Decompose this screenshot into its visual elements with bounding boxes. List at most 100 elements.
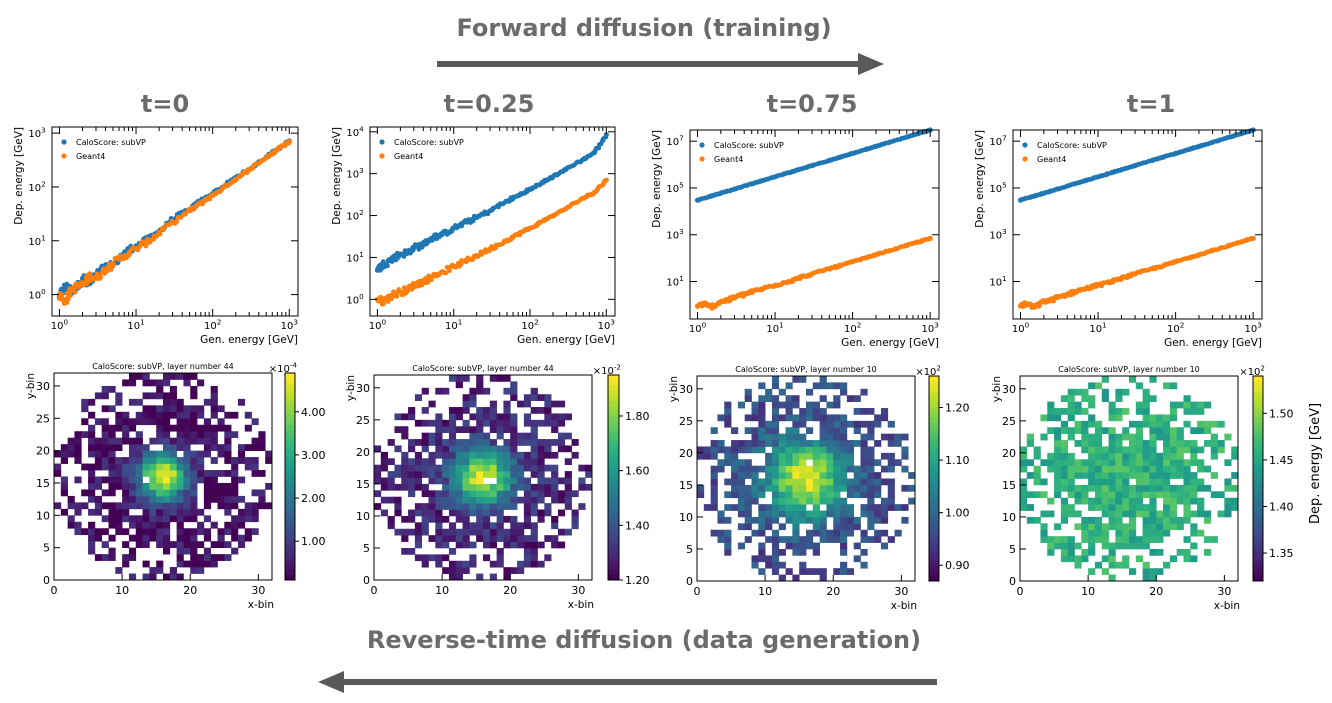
heatmap-cell bbox=[1088, 516, 1096, 524]
heatmap-cell bbox=[785, 491, 793, 499]
heatmap-cell bbox=[710, 472, 718, 479]
heatmap-cell bbox=[1047, 401, 1055, 409]
heatmap-cell bbox=[826, 401, 834, 409]
heatmap-cell bbox=[860, 491, 868, 499]
heatmap-cell bbox=[88, 495, 96, 503]
heatmap-cell bbox=[812, 452, 820, 460]
x-tick-label: 30 bbox=[1217, 585, 1231, 598]
colorbar-step bbox=[1253, 504, 1263, 510]
heatmap-cell bbox=[1142, 504, 1150, 511]
colorbar-tick-label: 0.90 bbox=[945, 559, 970, 572]
colorbar-step bbox=[1253, 478, 1263, 485]
heatmap-cell bbox=[744, 395, 752, 402]
heatmap-cell bbox=[840, 459, 848, 467]
heatmap-cell bbox=[1190, 497, 1198, 505]
heatmap-cell bbox=[765, 420, 773, 428]
heatmap-cell bbox=[142, 502, 150, 510]
heatmap-cell bbox=[1129, 536, 1137, 543]
heatmap-cell bbox=[710, 529, 718, 537]
heatmap-cell bbox=[108, 463, 116, 471]
heatmap-cell bbox=[1129, 491, 1137, 499]
heatmap-cell bbox=[122, 431, 130, 439]
heatmap-cell bbox=[792, 465, 800, 473]
heatmap-cell bbox=[1074, 427, 1082, 435]
heatmap-cell bbox=[88, 528, 96, 536]
heatmap-cell bbox=[237, 508, 246, 516]
heatmap-cell bbox=[758, 408, 766, 415]
heatmap-cell bbox=[853, 523, 861, 531]
colorbar-step bbox=[1253, 509, 1263, 515]
heatmap-cell bbox=[806, 497, 814, 505]
colorbar-step bbox=[1253, 468, 1263, 474]
heatmap-cell bbox=[530, 541, 538, 549]
heatmap-cell bbox=[771, 395, 780, 402]
heatmap-cell bbox=[476, 471, 484, 478]
heatmap-cell bbox=[1074, 465, 1082, 473]
data-point bbox=[1147, 158, 1153, 164]
data-point bbox=[807, 163, 813, 169]
heatmap-cell bbox=[751, 401, 759, 409]
heatmap-cell bbox=[1122, 542, 1130, 550]
heatmap-cell bbox=[510, 458, 518, 466]
heatmap-cell bbox=[1088, 548, 1096, 556]
heatmap-cell bbox=[523, 477, 532, 485]
heatmap-cell bbox=[190, 534, 198, 542]
heatmap-cell bbox=[435, 535, 443, 542]
heatmap-cell bbox=[231, 547, 239, 555]
heatmap-cell bbox=[448, 375, 457, 382]
plot-frame bbox=[689, 129, 940, 320]
heatmap-cell bbox=[771, 504, 780, 511]
plot-area bbox=[1013, 130, 1262, 319]
heatmap-cell bbox=[489, 490, 497, 498]
heatmap-cell bbox=[94, 476, 103, 484]
heatmap-cell bbox=[442, 419, 450, 427]
heatmap-cell bbox=[887, 504, 895, 511]
heatmap-cell bbox=[101, 418, 109, 426]
heatmap-cell bbox=[503, 400, 511, 408]
heatmap-cell bbox=[462, 451, 470, 459]
heatmap-cell bbox=[1129, 504, 1137, 511]
heatmap-cell bbox=[833, 497, 841, 505]
heatmap-cell bbox=[163, 508, 171, 516]
heatmap-cell bbox=[156, 534, 164, 542]
heatmap-cell bbox=[758, 401, 766, 409]
heatmap-cell bbox=[867, 452, 875, 460]
heatmap-cell bbox=[1020, 491, 1028, 499]
heatmap-cell bbox=[724, 446, 732, 454]
heatmap-cell bbox=[771, 516, 780, 524]
heatmap-cell bbox=[203, 515, 212, 523]
heatmap-cell bbox=[1149, 568, 1157, 575]
heatmap-cell bbox=[483, 407, 491, 414]
colorbar-step bbox=[285, 435, 295, 441]
heatmap-cell bbox=[251, 508, 259, 516]
heatmap-cell bbox=[758, 504, 766, 511]
heatmap-cell bbox=[462, 439, 470, 446]
heatmap-cell bbox=[537, 439, 545, 446]
colorbar-step bbox=[929, 396, 939, 403]
heatmap-cell bbox=[197, 508, 205, 516]
heatmap-cell bbox=[169, 489, 177, 497]
heatmap-cell bbox=[1210, 452, 1218, 460]
colorbar-step bbox=[929, 478, 939, 485]
heatmap-cell bbox=[489, 471, 497, 478]
heatmap-cell bbox=[517, 400, 525, 408]
heatmap-cell bbox=[142, 470, 150, 477]
heatmap-cell bbox=[792, 401, 800, 409]
reverse-arrow-head bbox=[318, 671, 344, 693]
heatmap-cell bbox=[88, 470, 96, 477]
x-tick-label: 101 bbox=[766, 321, 783, 336]
heatmap-cell bbox=[149, 495, 157, 503]
heatmap-cell bbox=[1108, 510, 1116, 518]
colorbar-step bbox=[929, 540, 939, 546]
heatmap-cell bbox=[1074, 561, 1082, 569]
heatmap-title: CaloScore: subVP, layer number 44 bbox=[412, 364, 554, 373]
heatmap-cell bbox=[108, 502, 116, 510]
data-point bbox=[1094, 174, 1099, 180]
heatmap-cell bbox=[557, 496, 566, 504]
y-tick-label: 107 bbox=[666, 134, 683, 149]
heatmap-cell bbox=[1163, 452, 1171, 460]
heatmap-cell bbox=[1047, 427, 1055, 435]
heatmap-cell bbox=[1088, 484, 1096, 492]
heatmap-cell bbox=[1163, 427, 1171, 435]
